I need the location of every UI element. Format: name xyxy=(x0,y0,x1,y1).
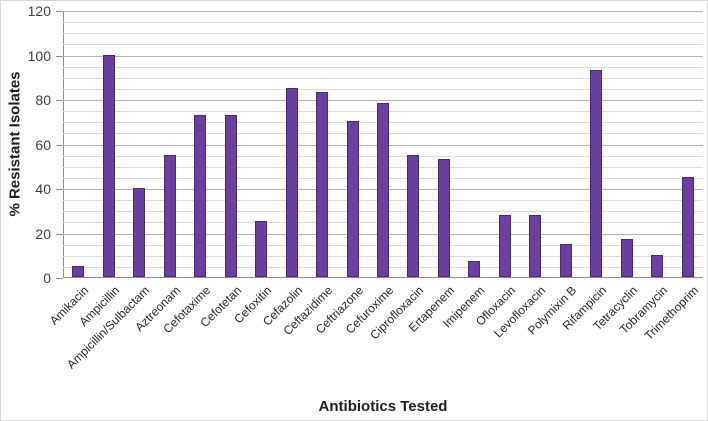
plot-area xyxy=(63,11,703,278)
y-axis-tick xyxy=(56,55,63,57)
gridline-minor xyxy=(63,22,703,24)
bar xyxy=(133,188,146,277)
bar xyxy=(559,243,572,277)
bar xyxy=(224,114,237,277)
bar xyxy=(498,214,511,277)
gridline-minor xyxy=(63,66,703,68)
bar xyxy=(346,121,359,277)
y-axis-tick xyxy=(56,11,63,12)
y-axis-tick xyxy=(56,189,63,190)
bar xyxy=(620,239,633,277)
gridline-minor xyxy=(63,88,703,90)
bar xyxy=(468,261,481,277)
bar xyxy=(437,159,450,277)
bar xyxy=(377,103,389,277)
bar xyxy=(529,214,542,277)
bar xyxy=(255,221,268,277)
bar xyxy=(163,154,176,277)
bar xyxy=(316,92,329,277)
bar xyxy=(651,254,664,277)
y-axis-tick xyxy=(56,100,63,101)
bar xyxy=(407,154,420,277)
bar xyxy=(681,176,694,277)
bar xyxy=(194,114,207,277)
x-axis-line xyxy=(63,277,703,278)
bar xyxy=(285,87,298,277)
gridline-minor xyxy=(63,44,703,46)
y-axis-tick-label: 80 xyxy=(35,92,51,108)
gridline-major xyxy=(63,100,703,101)
bar xyxy=(590,70,603,277)
y-axis-tick-label: 60 xyxy=(35,136,51,153)
y-axis-tick xyxy=(56,278,63,279)
y-axis-tick-label: 120 xyxy=(27,3,51,19)
bar xyxy=(72,265,85,277)
y-axis-tick-label: 40 xyxy=(35,181,51,197)
bar xyxy=(102,54,115,277)
x-axis-title: Antibiotics Tested xyxy=(318,398,448,415)
y-axis-tick-label: 20 xyxy=(35,225,51,242)
y-axis-tick-label: 0 xyxy=(43,270,51,286)
gridline-major xyxy=(63,55,703,57)
gridline-minor xyxy=(63,33,703,35)
gridline-major xyxy=(63,11,703,12)
y-axis-tick-label: 100 xyxy=(27,47,51,64)
y-axis-tick xyxy=(56,144,63,146)
gridline-minor xyxy=(63,77,703,79)
y-axis-tick xyxy=(56,233,63,235)
